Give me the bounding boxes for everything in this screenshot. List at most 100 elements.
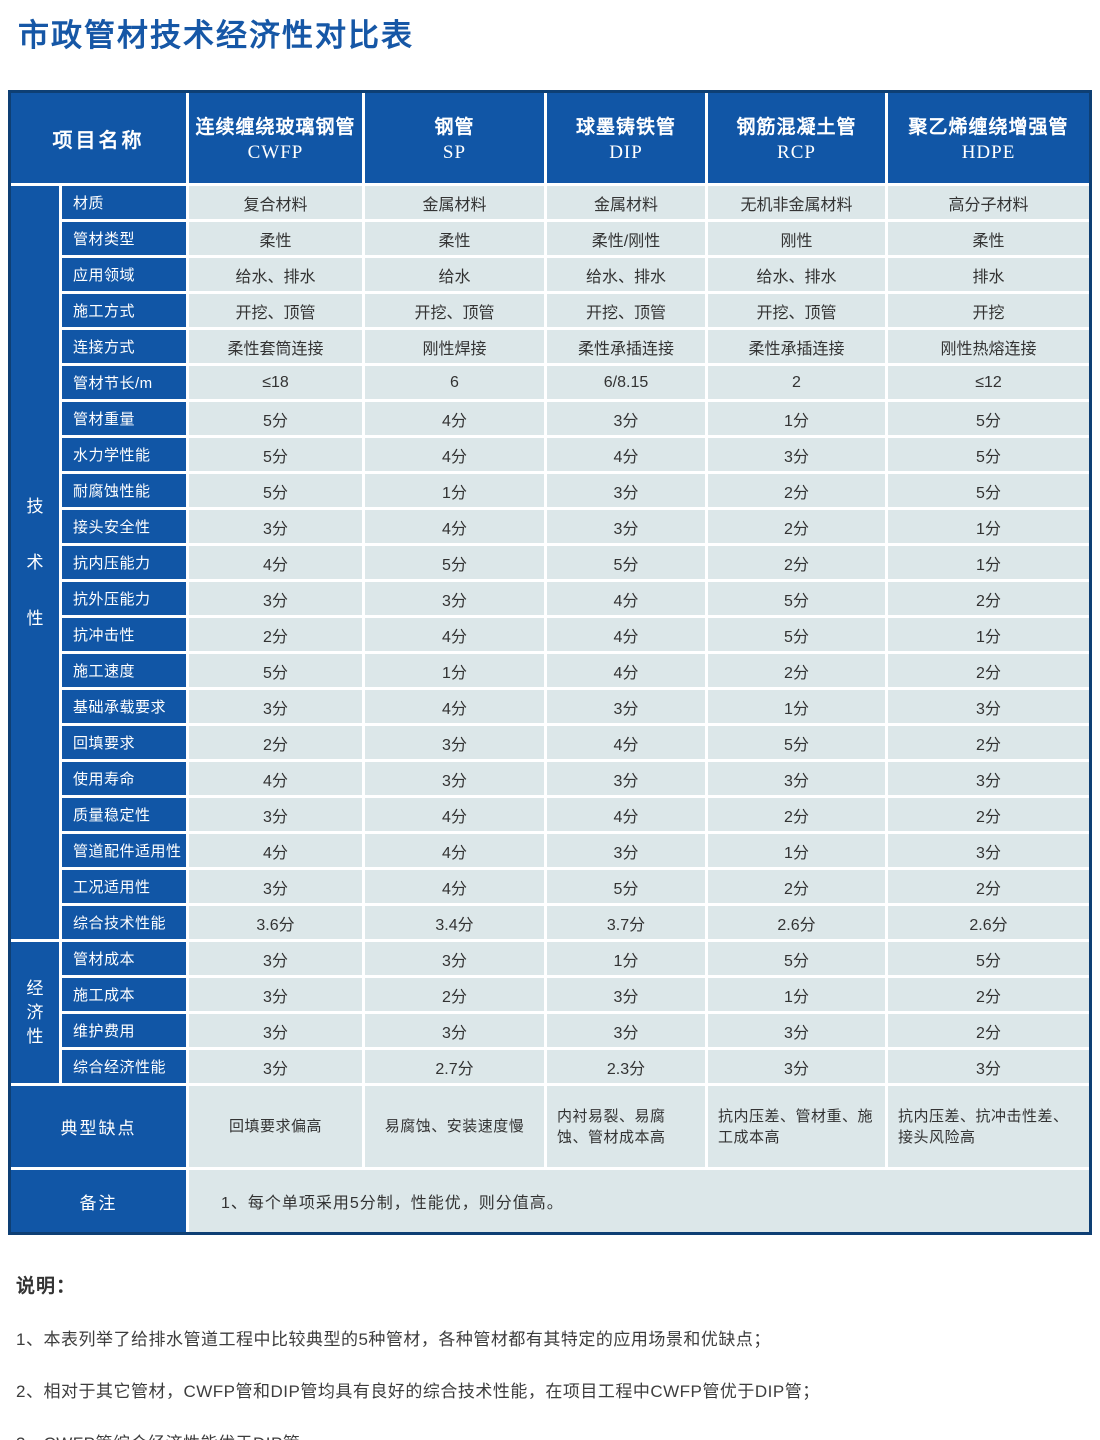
value-cell: 2分 xyxy=(888,726,1089,759)
value-cell: 柔性套筒连接 xyxy=(189,330,362,363)
row-label: 接头安全性 xyxy=(62,510,186,543)
note-item-3: 3、CWFP管综合经济性能优于DIP管。 xyxy=(16,1429,1100,1440)
pipe-abbr: RCP xyxy=(777,142,816,163)
value-cell: 2分 xyxy=(708,870,885,903)
value-cell: 4分 xyxy=(547,618,705,651)
value-cell: 2 xyxy=(708,366,885,399)
value-cell: 4分 xyxy=(189,834,362,867)
value-cell: 2.3分 xyxy=(547,1050,705,1083)
value-cell: 金属材料 xyxy=(365,186,544,219)
value-cell: 给水 xyxy=(365,258,544,291)
column-header-cwfp: 连续缠绕玻璃钢管 CWFP xyxy=(189,93,362,183)
value-cell: 4分 xyxy=(547,438,705,471)
value-cell: 排水 xyxy=(888,258,1089,291)
value-cell: 3分 xyxy=(888,762,1089,795)
value-cell: 5分 xyxy=(547,870,705,903)
value-cell: 2分 xyxy=(708,798,885,831)
row-label: 工况适用性 xyxy=(62,870,186,903)
corner-header: 项目名称 xyxy=(11,93,186,183)
pipe-abbr: DIP xyxy=(609,142,643,163)
group-label-1: 经济性 xyxy=(11,942,59,1083)
value-cell: 3分 xyxy=(547,978,705,1011)
value-cell: 3分 xyxy=(547,834,705,867)
group-label-text: 技术性 xyxy=(26,496,44,628)
value-cell: 3分 xyxy=(708,1050,885,1083)
defect-cell-sp: 易腐蚀、安装速度慢 xyxy=(365,1086,544,1167)
value-cell: ≤12 xyxy=(888,366,1089,399)
value-cell: 2分 xyxy=(708,546,885,579)
value-cell: 4分 xyxy=(365,690,544,723)
value-cell: 3分 xyxy=(547,510,705,543)
pipe-abbr: CWFP xyxy=(247,142,304,163)
value-cell: 1分 xyxy=(708,834,885,867)
value-cell: 3分 xyxy=(547,474,705,507)
defect-cell-rcp: 抗内压差、管材重、施工成本高 xyxy=(708,1086,885,1167)
defect-cell-cwfp: 回填要求偏高 xyxy=(189,1086,362,1167)
value-cell: 6 xyxy=(365,366,544,399)
row-label: 质量稳定性 xyxy=(62,798,186,831)
value-cell: 3分 xyxy=(189,1014,362,1047)
row-label: 基础承载要求 xyxy=(62,690,186,723)
pipe-name: 钢筋混凝土管 xyxy=(736,117,857,138)
value-cell: 3分 xyxy=(888,1050,1089,1083)
value-cell: 1分 xyxy=(365,474,544,507)
value-cell: 3分 xyxy=(888,834,1089,867)
value-cell: 1分 xyxy=(888,510,1089,543)
value-cell: 4分 xyxy=(547,798,705,831)
value-cell: 无机非金属材料 xyxy=(708,186,885,219)
row-label: 综合经济性能 xyxy=(62,1050,186,1083)
value-cell: 3分 xyxy=(189,1050,362,1083)
column-header-dip: 球墨铸铁管 DIP xyxy=(547,93,705,183)
pipe-abbr: SP xyxy=(442,142,467,163)
value-cell: 5分 xyxy=(888,474,1089,507)
value-cell: 5分 xyxy=(189,438,362,471)
value-cell: 5分 xyxy=(708,618,885,651)
value-cell: 开挖、顶管 xyxy=(547,294,705,327)
value-cell: 3分 xyxy=(547,1014,705,1047)
value-cell: 3分 xyxy=(708,1014,885,1047)
notes-heading: 说明： xyxy=(16,1276,77,1297)
row-label: 管材成本 xyxy=(62,942,186,975)
value-cell: 3分 xyxy=(189,798,362,831)
value-cell: 3.7分 xyxy=(547,906,705,939)
value-cell: 复合材料 xyxy=(189,186,362,219)
row-label: 管材重量 xyxy=(62,402,186,435)
row-label: 管材节长/m xyxy=(62,366,186,399)
pipe-abbr: HDPE xyxy=(961,142,1016,163)
value-cell: 1分 xyxy=(888,618,1089,651)
value-cell: 2分 xyxy=(888,654,1089,687)
value-cell: 3分 xyxy=(189,690,362,723)
row-label: 管材类型 xyxy=(62,222,186,255)
value-cell: 开挖 xyxy=(888,294,1089,327)
row-label: 回填要求 xyxy=(62,726,186,759)
value-cell: 4分 xyxy=(365,870,544,903)
value-cell: 2分 xyxy=(708,474,885,507)
value-cell: 2分 xyxy=(365,978,544,1011)
value-cell: 4分 xyxy=(547,654,705,687)
value-cell: 给水、排水 xyxy=(708,258,885,291)
column-header-hdpe: 聚乙烯缠绕增强管 HDPE xyxy=(888,93,1089,183)
value-cell: 3分 xyxy=(888,690,1089,723)
row-label: 综合技术性能 xyxy=(62,906,186,939)
note-item-1: 1、本表列举了给排水管道工程中比较典型的5种管材，各种管材都有其特定的应用场景和… xyxy=(16,1330,771,1349)
value-cell: 给水、排水 xyxy=(189,258,362,291)
value-cell: 5分 xyxy=(708,582,885,615)
value-cell: 3分 xyxy=(365,1014,544,1047)
value-cell: 给水、排水 xyxy=(547,258,705,291)
value-cell: 2.6分 xyxy=(888,906,1089,939)
value-cell: 1分 xyxy=(547,942,705,975)
value-cell: 3.6分 xyxy=(189,906,362,939)
value-cell: 3分 xyxy=(708,438,885,471)
value-cell: 2分 xyxy=(888,582,1089,615)
row-label: 施工成本 xyxy=(62,978,186,1011)
value-cell: 5分 xyxy=(189,654,362,687)
value-cell: 5分 xyxy=(888,942,1089,975)
row-label: 抗内压能力 xyxy=(62,546,186,579)
value-cell: ≤18 xyxy=(189,366,362,399)
value-cell: 1分 xyxy=(888,546,1089,579)
value-cell: 2分 xyxy=(888,1014,1089,1047)
value-cell: 4分 xyxy=(365,834,544,867)
value-cell: 柔性 xyxy=(365,222,544,255)
value-cell: 4分 xyxy=(189,762,362,795)
pipe-name: 球墨铸铁管 xyxy=(575,117,676,138)
